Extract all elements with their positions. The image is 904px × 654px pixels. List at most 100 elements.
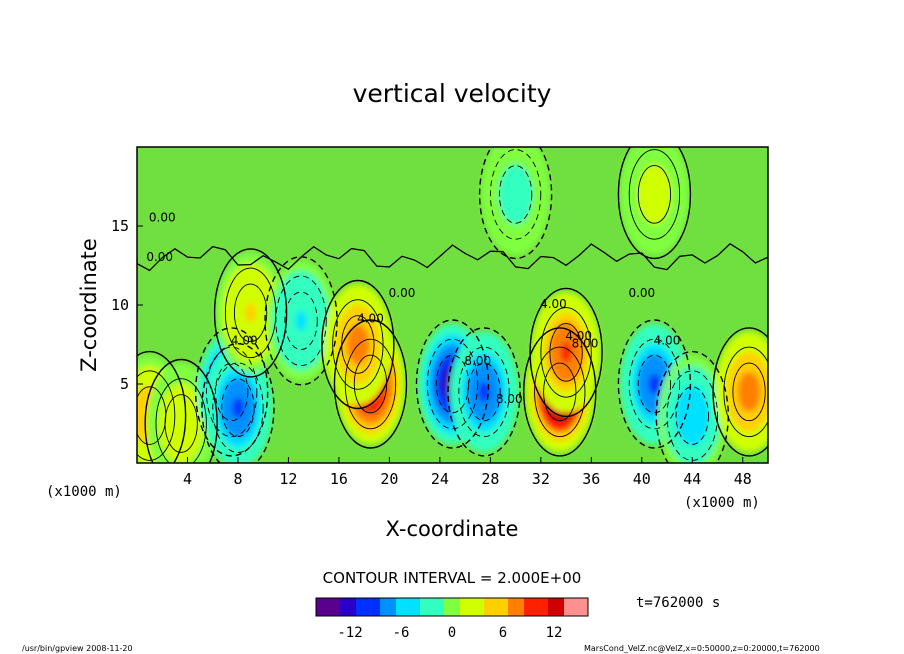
- contour-1-2: [164, 394, 198, 453]
- velocity-cell-11-band-5: [560, 342, 572, 363]
- contour-9-2: [467, 362, 501, 422]
- colorbar-tick-label--12: -12: [337, 625, 362, 641]
- velocity-cell-12-band-5: [648, 374, 661, 394]
- colorbar-swatch-7: [372, 598, 381, 616]
- contour-13-2: [675, 386, 709, 445]
- colorbar-swatch-17: [452, 598, 461, 616]
- contour-label-8: 8.00: [572, 337, 599, 351]
- z-tick-label-5: 5: [120, 375, 129, 393]
- colorbar-swatch-26: [524, 598, 533, 616]
- contour-2-1: [205, 346, 258, 438]
- contour-label-3: 0.00: [628, 286, 655, 300]
- x-tick-label-24: 24: [431, 470, 449, 488]
- colorbar-swatch-13: [420, 598, 429, 616]
- contour-9-0: [447, 327, 521, 457]
- x-axis-label: X-coordinate: [386, 517, 519, 541]
- colorbar-swatch-19: [468, 598, 477, 616]
- colorbar-swatch-32: [572, 598, 581, 616]
- contour-3-2: [221, 378, 255, 437]
- contour-10-0: [523, 327, 597, 457]
- colorbar-ticks: -12 -6 0 6 12: [337, 625, 562, 641]
- velocity-cell-13-band-5: [686, 405, 698, 426]
- contour-4-1: [224, 267, 277, 359]
- contour-5-0: [264, 256, 338, 386]
- colorbar-swatch-6: [364, 598, 373, 616]
- contour-3-0: [201, 343, 275, 463]
- x-tick-label-44: 44: [683, 470, 701, 488]
- z-tick-label-15: 15: [111, 217, 129, 235]
- contour-4-0: [213, 248, 288, 378]
- contour-10-2: [543, 362, 577, 422]
- colorbar-swatch-5: [356, 598, 365, 616]
- colorbar-swatch-16: [444, 598, 453, 616]
- x-tick-label-4: 4: [183, 470, 192, 488]
- colorbar-tick-label-0: 0: [448, 625, 456, 641]
- x-tick-label-8: 8: [233, 470, 242, 488]
- colorbar-swatch-31: [564, 598, 573, 616]
- contour-11-1: [540, 307, 592, 398]
- footer-right: MarsCond_VelZ.nc@VelZ,x=0:50000,z=0:2000…: [584, 644, 820, 653]
- velocity-cell-15-band-5: [509, 184, 522, 205]
- contour-16-2: [637, 165, 672, 224]
- contour-8-0: [415, 319, 490, 449]
- contour-7-2: [341, 315, 375, 374]
- colorbar-swatch-0: [316, 598, 325, 616]
- footer-left: /usr/bin/gpview 2008-11-20: [22, 644, 133, 653]
- colorbar-swatch-18: [460, 598, 469, 616]
- contour-4-2: [233, 283, 268, 343]
- contour-16-0: [617, 147, 692, 260]
- colorbar-swatch-25: [516, 598, 525, 616]
- colorbar-swatch-2: [332, 598, 341, 616]
- contour-lines: [137, 147, 768, 463]
- colorbar-swatch-15: [436, 598, 445, 616]
- contour-8-2: [435, 354, 470, 414]
- contour-16-1: [628, 149, 681, 240]
- colorbar-tick-label-12: 12: [546, 625, 563, 641]
- contour-label-5: 4.00: [357, 311, 384, 325]
- colorbar-swatch-8: [380, 598, 389, 616]
- colorbar-swatch-10: [396, 598, 405, 616]
- x-tick-label-48: 48: [734, 470, 752, 488]
- contour-label-2: 0.00: [389, 286, 416, 300]
- contour-15-2: [498, 165, 533, 224]
- colorbar-swatch-3: [340, 598, 349, 616]
- contour-14-1: [723, 346, 768, 438]
- x-tick-label-32: 32: [532, 470, 550, 488]
- x-tick-label-20: 20: [380, 470, 398, 488]
- contour-label-9: 8.00: [464, 354, 491, 368]
- x-tick-label-12: 12: [279, 470, 297, 488]
- contour-9-1: [458, 346, 510, 438]
- colorbar-swatch-11: [404, 598, 413, 616]
- contour-8-1: [426, 338, 479, 430]
- contour-12-1: [628, 338, 681, 430]
- colorbar: [315, 597, 589, 617]
- contour-14-0: [712, 327, 768, 457]
- contour-10-1: [534, 346, 586, 438]
- velocity-cell-5-band-5: [295, 310, 307, 331]
- contour-label-10: 8.00: [496, 392, 523, 406]
- contour-label-11: 4.00: [565, 329, 592, 343]
- contour-7-0: [321, 279, 395, 410]
- x-tick-label-28: 28: [481, 470, 499, 488]
- contour-labels: 0.000.000.00 0.004.004.004.004.008.008.00…: [146, 210, 680, 406]
- contour-label-4: 4.00: [231, 334, 258, 348]
- velocity-cell-1-band-5: [175, 413, 187, 434]
- velocity-cell-16-band-5: [648, 184, 661, 205]
- contour-label-0: 0.00: [149, 210, 176, 224]
- x-unit-right: (x1000 m): [684, 495, 760, 511]
- contour-1-1: [155, 378, 207, 463]
- contour-5-1: [275, 275, 327, 367]
- velocity-cell-14-band-5: [743, 381, 755, 402]
- colorbar-swatch-22: [492, 598, 501, 616]
- contour-12-2: [637, 354, 672, 414]
- contour-1-0: [144, 358, 218, 463]
- colorbar-tick-label--6: -6: [393, 625, 410, 641]
- contour-2-2: [214, 362, 249, 422]
- contour-label-7: 4.00: [654, 334, 681, 348]
- contour-14-2: [732, 362, 766, 422]
- contour-label-1: 0.00: [146, 250, 173, 264]
- colorbar-swatch-30: [556, 598, 565, 616]
- velocity-cell-9-band-5: [478, 381, 490, 402]
- contour-0-1: [137, 370, 176, 461]
